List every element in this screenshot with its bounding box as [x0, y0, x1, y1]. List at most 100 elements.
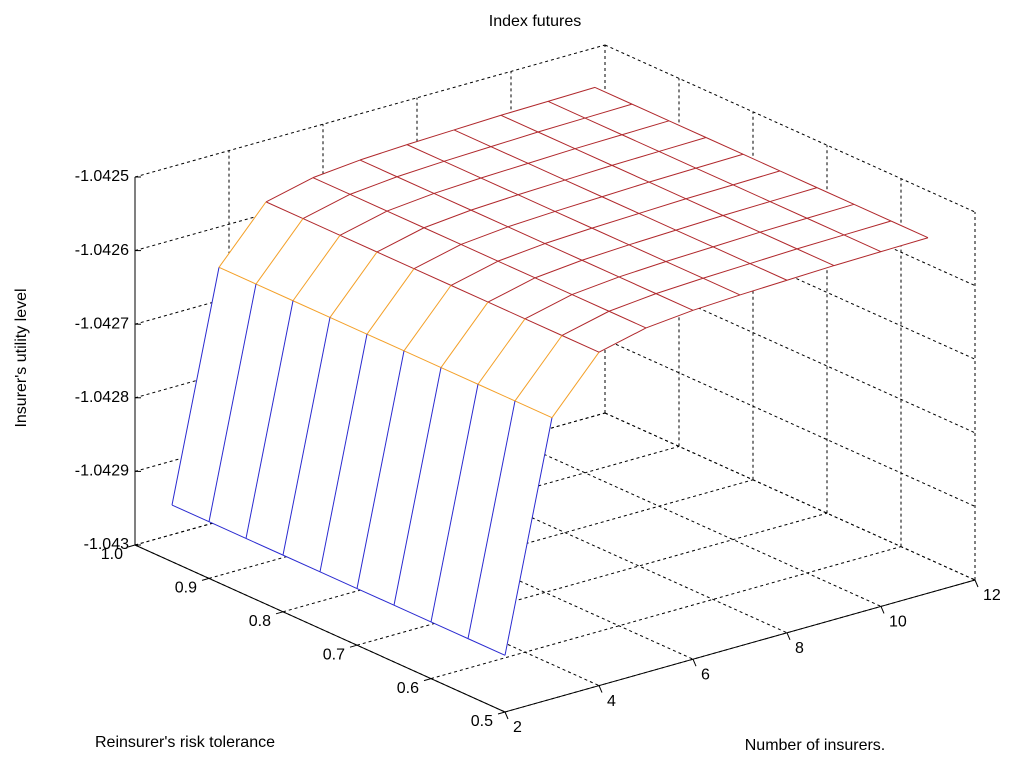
grid-line — [604, 44, 976, 213]
mesh-face — [609, 293, 693, 328]
mesh-face — [461, 226, 545, 262]
mesh-face — [619, 261, 703, 294]
mesh-face — [357, 350, 441, 606]
mesh-edge — [534, 259, 583, 279]
mesh-face — [750, 248, 834, 281]
mesh-edge — [500, 114, 539, 133]
mesh-edge — [890, 220, 929, 239]
mesh-edge — [433, 177, 482, 194]
mesh-face — [451, 261, 535, 303]
mesh-edge — [618, 261, 667, 278]
mesh-face — [414, 244, 498, 286]
y-tick-label: 1.0 — [101, 546, 123, 563]
mesh-edge — [537, 117, 586, 133]
mesh-face — [219, 201, 303, 285]
mesh-edge — [668, 120, 707, 138]
mesh-face — [471, 194, 555, 227]
mesh-edge — [467, 400, 516, 639]
mesh-edge — [487, 277, 536, 303]
mesh-edge — [329, 316, 368, 335]
mesh-edge — [470, 194, 519, 211]
mesh-edge — [393, 367, 442, 606]
mesh-face — [444, 146, 528, 179]
z-tick-label: -1.0428 — [75, 389, 129, 406]
mesh-edge — [732, 170, 781, 186]
mesh-edge — [695, 167, 734, 186]
y-tick-label: 0.9 — [175, 580, 197, 597]
mesh-edge — [440, 367, 479, 385]
mesh-face — [555, 196, 639, 229]
mesh-edge — [786, 265, 835, 281]
mesh-edge — [339, 210, 388, 236]
mesh-face — [397, 161, 481, 194]
mesh-edge — [467, 638, 506, 656]
mesh-edge — [655, 293, 694, 311]
mesh-edge — [386, 210, 425, 229]
mesh-edge — [403, 350, 442, 369]
mesh-edge — [507, 226, 546, 244]
mesh-edge — [514, 400, 553, 419]
z-tick-label: -1.0426 — [75, 242, 129, 259]
mesh-edge — [255, 283, 294, 302]
tick-mark — [127, 544, 136, 548]
mesh-edge — [722, 201, 771, 216]
mesh-edge — [282, 554, 321, 573]
y-axis-label: Reinsurer's risk tolerance — [95, 734, 275, 751]
mesh-face — [330, 251, 414, 335]
z-tick-label: -1.0429 — [75, 463, 129, 480]
mesh-edge — [702, 277, 741, 296]
z-tick-label: -1.043 — [84, 536, 129, 553]
mesh-edge — [292, 300, 331, 318]
mesh-face — [468, 400, 552, 656]
mesh-edge — [490, 146, 529, 164]
mesh-edge — [359, 159, 398, 178]
mesh-edge — [554, 210, 593, 229]
mesh-edge — [544, 243, 583, 261]
mesh-edge — [608, 310, 647, 329]
x-tick-label: 2 — [513, 719, 522, 736]
mesh-face — [713, 232, 797, 264]
mesh-edge — [675, 215, 724, 231]
mesh-face — [602, 182, 686, 214]
mesh-face — [303, 194, 387, 236]
mesh-face — [592, 213, 676, 245]
z-tick-label: -1.0425 — [75, 168, 129, 185]
mesh-face — [565, 165, 649, 197]
mesh-edge — [564, 179, 603, 198]
mesh-face — [172, 267, 256, 522]
mesh-edge — [608, 293, 657, 312]
mesh-edge — [302, 218, 341, 236]
mesh-face — [498, 243, 582, 278]
mesh-edge — [749, 263, 788, 281]
mesh-edge — [460, 243, 499, 262]
mesh-edge — [329, 251, 378, 318]
mesh-edge — [413, 244, 462, 270]
mesh-edge — [621, 120, 670, 136]
mesh-edge — [480, 162, 529, 179]
mesh-edge — [376, 251, 415, 270]
mesh-edge — [403, 285, 452, 352]
mesh-edge — [443, 146, 492, 162]
mesh-face — [491, 131, 575, 164]
y-tick-label: 0.8 — [249, 613, 271, 630]
mesh-face — [394, 367, 478, 622]
mesh-edge — [665, 246, 714, 263]
mesh-face — [629, 230, 713, 262]
mesh-edge — [759, 231, 798, 250]
x-tick-label: 8 — [795, 640, 804, 657]
mesh-face — [676, 215, 760, 247]
mesh-edge — [571, 276, 620, 296]
x-tick-label: 12 — [983, 587, 1001, 604]
mesh-face — [256, 218, 340, 301]
mesh-edge — [796, 248, 835, 267]
mesh-face — [656, 278, 740, 311]
mesh-edge — [658, 137, 707, 152]
mesh-edge — [255, 218, 304, 285]
mesh-edge — [497, 260, 536, 279]
mesh-edge — [356, 588, 395, 606]
mesh-edge — [514, 335, 563, 402]
mesh-edge — [880, 237, 929, 253]
mesh-edge — [574, 148, 613, 166]
mesh-edge — [534, 277, 573, 296]
